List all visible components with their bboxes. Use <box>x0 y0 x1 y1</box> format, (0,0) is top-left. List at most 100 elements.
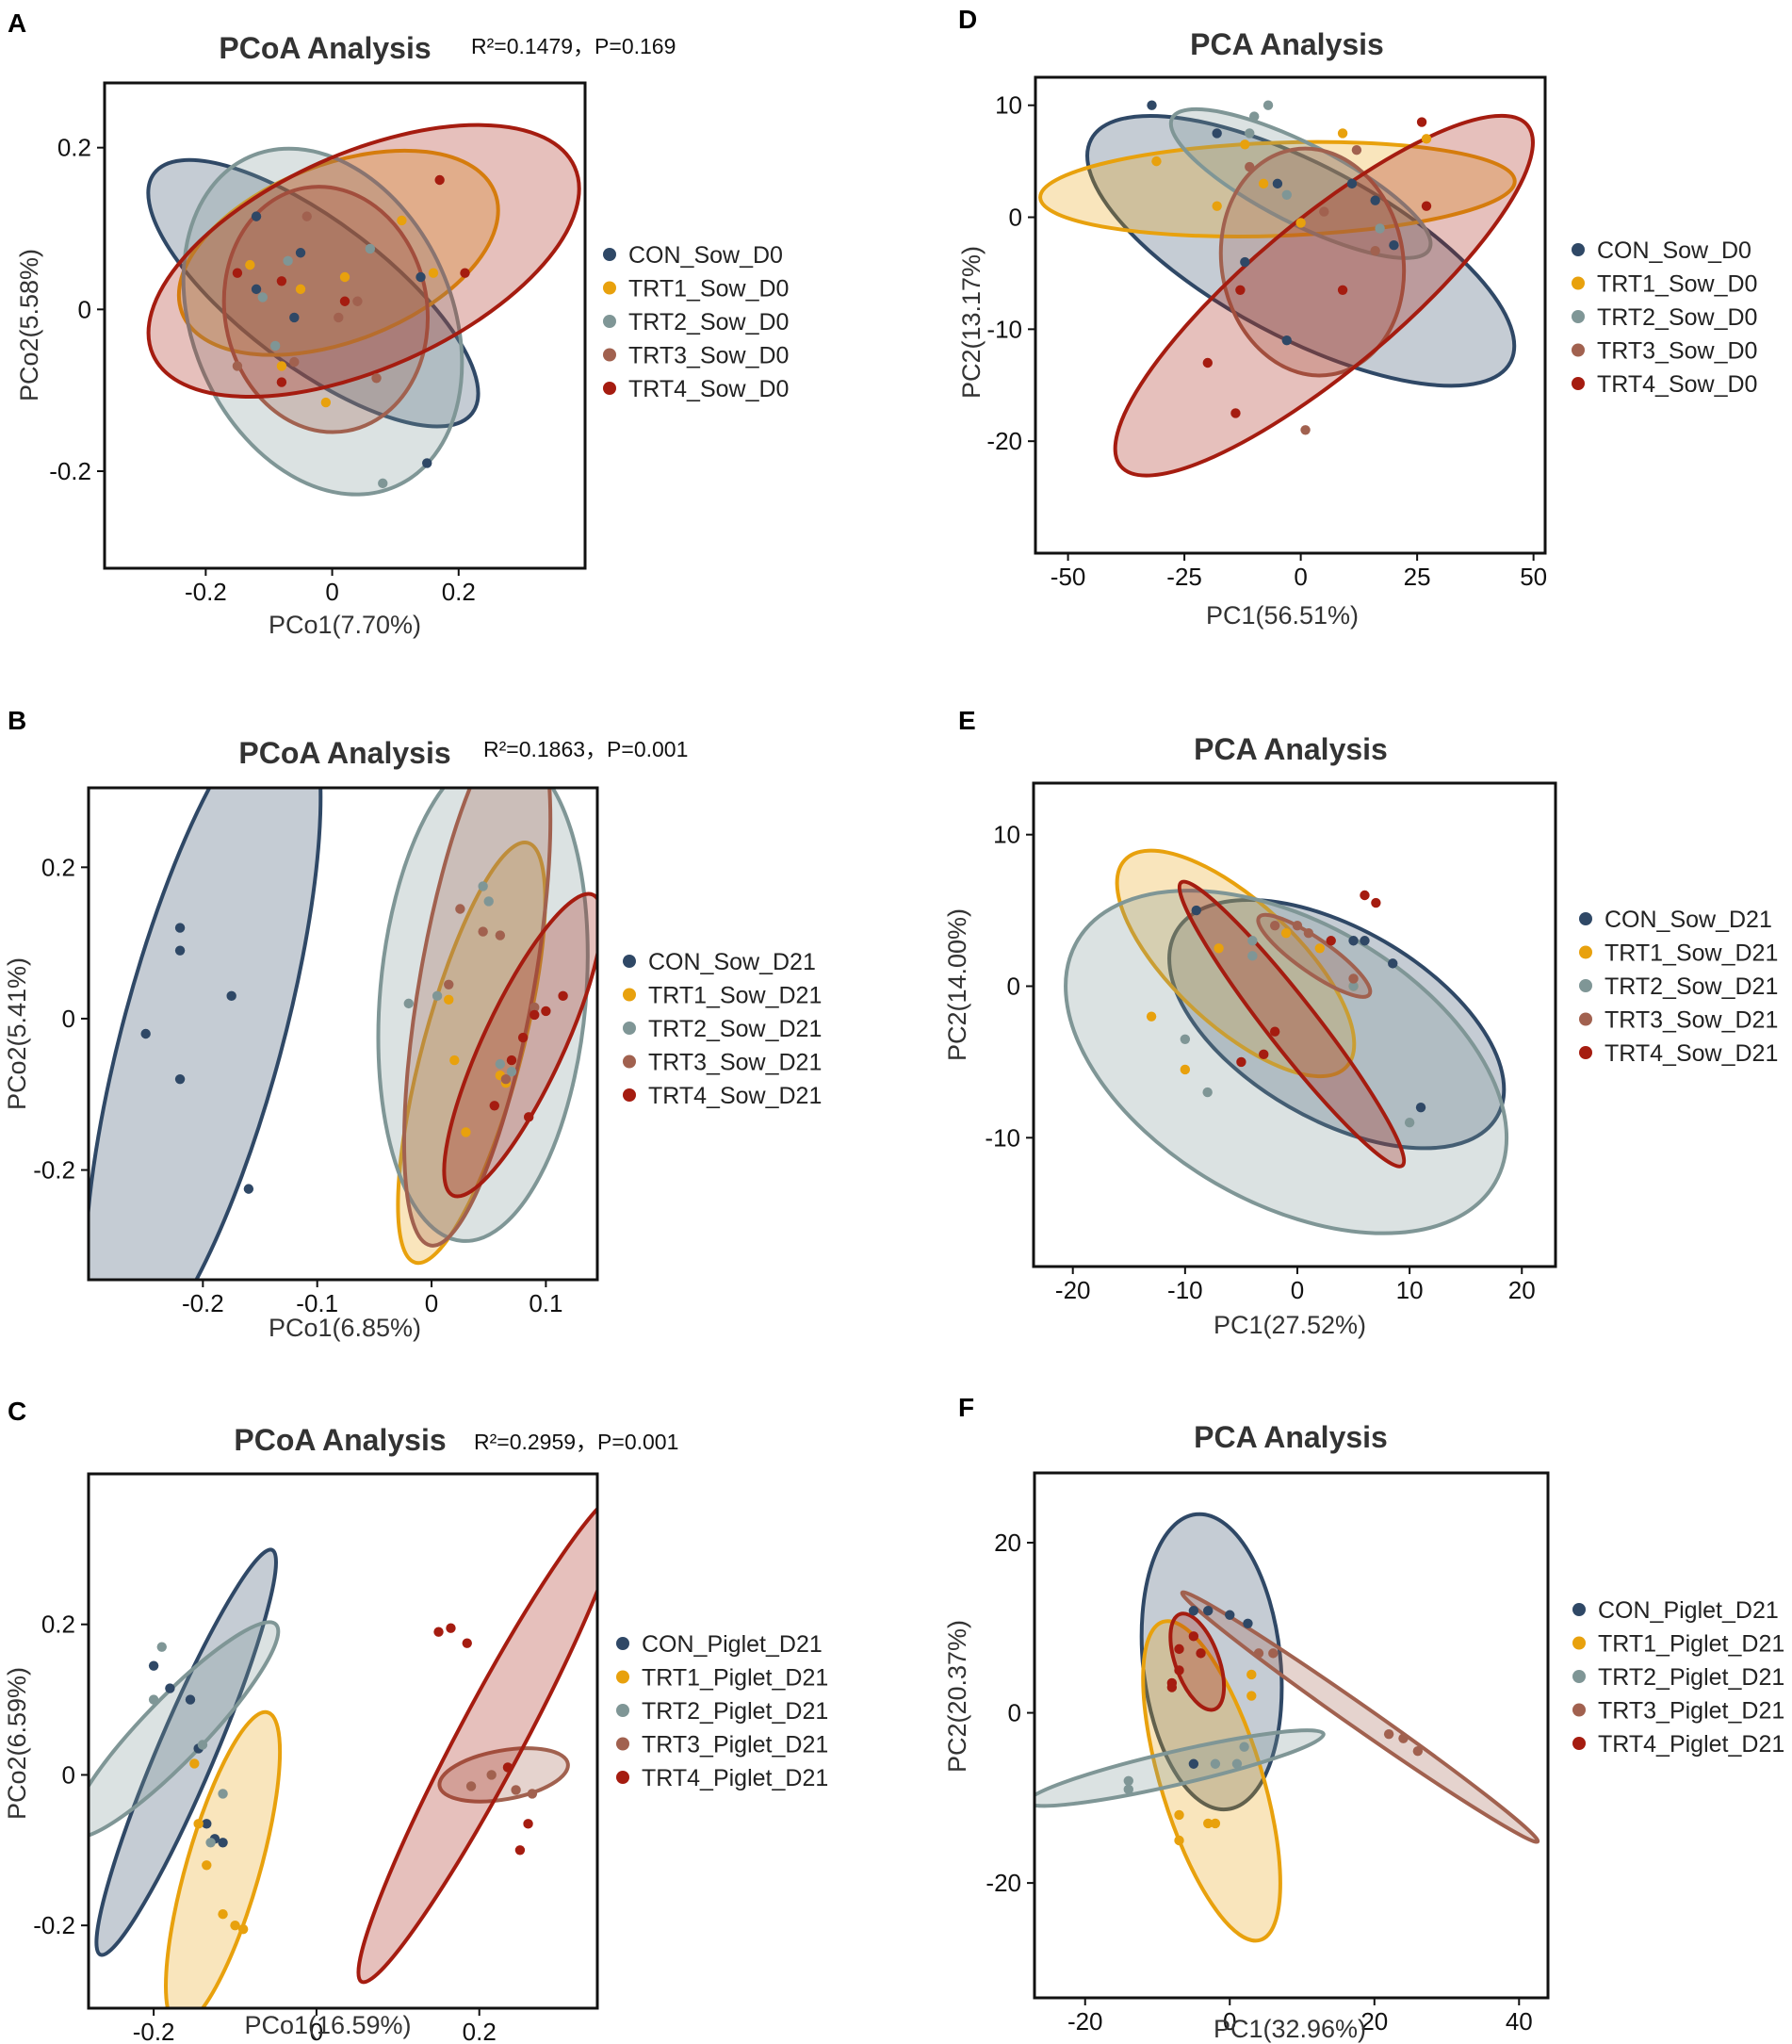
data-point <box>1416 117 1427 127</box>
x-tick-label: 0 <box>325 578 338 606</box>
stats-annotation: R²=0.1479，P=0.169 <box>471 34 676 58</box>
data-point <box>205 1838 216 1848</box>
data-point <box>174 923 186 933</box>
data-point <box>1389 240 1399 251</box>
data-point <box>1263 100 1274 110</box>
data-point <box>434 174 445 186</box>
data-point <box>1319 206 1329 217</box>
legend-entry: TRT2_Piglet_D21 <box>1598 1664 1784 1691</box>
plot-frame <box>87 786 599 1282</box>
panel-a: A PCoA Analysis R²=0.1479，P=0.169 -0.2 0 0.2 0… <box>8 8 789 639</box>
legend-entry: TRT2_Sow_D21 <box>648 1016 822 1042</box>
x-axis-label: PC1(56.51%) <box>1206 601 1359 630</box>
y-axis-label: PCo2(5.41%) <box>3 957 31 1110</box>
legend-marker <box>623 1055 636 1069</box>
legend-entry: TRT3_Piglet_D21 <box>642 1732 828 1758</box>
data-point <box>1123 1784 1133 1795</box>
data-point <box>1240 256 1250 268</box>
data-point <box>1202 1087 1213 1098</box>
data-point <box>226 990 236 1002</box>
legend-marker <box>1572 377 1585 390</box>
data-point <box>478 881 488 891</box>
legend-entry: TRT2_Sow_D0 <box>628 309 789 335</box>
data-point <box>529 1002 540 1013</box>
data-point <box>276 377 287 387</box>
chart-title: PCA Analysis <box>1190 27 1384 61</box>
legend-marker <box>1572 310 1585 323</box>
data-point <box>1188 1758 1199 1769</box>
plot-frame <box>1032 781 1557 1268</box>
plot-area <box>89 788 597 1280</box>
data-point <box>174 945 186 956</box>
plot-area <box>146 123 581 497</box>
x-tick-label: -50 <box>1051 563 1086 591</box>
y-tick-label: -10 <box>986 315 1022 343</box>
legend-entry: TRT1_Piglet_D21 <box>642 1665 828 1692</box>
data-point <box>165 1683 175 1693</box>
y-tick-label: 0 <box>1009 204 1022 232</box>
data-point <box>1146 1011 1157 1022</box>
data-point <box>295 248 306 258</box>
legend-entry: TRT3_Piglet_D21 <box>1598 1698 1784 1725</box>
legend-marker <box>623 955 636 968</box>
legend-entry: TRT3_Sow_D0 <box>628 343 789 369</box>
data-point <box>1421 134 1432 144</box>
panel-c: C PCoA Analysis R²=0.2959，P=0.001 -0.2 0 0.2 0… <box>3 1397 828 2044</box>
data-point <box>218 1908 228 1920</box>
panel-label: C <box>8 1397 26 1426</box>
data-point <box>1371 897 1381 908</box>
legend-marker <box>616 1771 629 1784</box>
x-tick-label: -0.1 <box>296 1289 338 1317</box>
data-point <box>174 1073 186 1085</box>
data-point <box>257 292 268 303</box>
data-point <box>1210 1818 1221 1829</box>
data-point <box>483 896 494 907</box>
legend-entry: TRT4_Sow_D0 <box>1597 371 1757 398</box>
y-tick-label: -20 <box>986 427 1022 455</box>
data-point <box>1421 201 1432 211</box>
data-point <box>1212 128 1222 139</box>
data-point <box>1370 245 1380 256</box>
data-point <box>1180 1064 1191 1075</box>
panel-f: F PCA Analysis -20 0 20 40 20 0 -20 PC1(32.96%) PC… <box>943 1393 1784 2043</box>
legend-entry: TRT1_Sow_D21 <box>648 983 822 1009</box>
plot-frame <box>1033 1471 1550 2000</box>
x-tick-label: -0.2 <box>182 1289 224 1317</box>
legend-marker <box>603 348 616 362</box>
data-point <box>251 284 262 295</box>
data-point <box>1326 936 1336 946</box>
legend-entry: CON_Piglet_D21 <box>642 1631 823 1658</box>
data-point <box>1348 981 1359 991</box>
data-point <box>148 1694 159 1705</box>
x-tick-label: 0 <box>1223 2007 1236 2036</box>
legend-marker <box>1572 1737 1586 1750</box>
data-point <box>1300 425 1311 435</box>
data-point <box>517 1032 529 1043</box>
data-point <box>432 990 443 1002</box>
chart-title: PCA Analysis <box>1194 732 1388 766</box>
x-tick-label: 0 <box>1294 563 1307 591</box>
data-point <box>1245 128 1255 139</box>
data-point <box>243 1184 254 1194</box>
legend-entry: TRT3_Sow_D0 <box>1597 338 1757 365</box>
data-point <box>1281 189 1292 200</box>
legend-marker <box>1579 979 1592 992</box>
plot-frame <box>1034 75 1547 555</box>
data-point <box>1314 943 1326 954</box>
legend-entry: TRT4_Sow_D0 <box>628 376 789 402</box>
data-point <box>460 268 470 278</box>
data-point <box>352 296 363 306</box>
plot-area <box>1034 1512 1540 1943</box>
data-point <box>1166 1682 1178 1692</box>
data-point <box>495 1058 506 1070</box>
data-point <box>1388 958 1398 969</box>
y-tick-label: -20 <box>986 1869 1021 1897</box>
data-point <box>1203 1606 1214 1616</box>
data-point <box>1375 223 1385 234</box>
y-tick-label: 10 <box>993 821 1020 849</box>
x-tick-label: -0.2 <box>185 578 227 606</box>
x-tick-label: -0.2 <box>133 2018 175 2044</box>
data-point <box>506 1055 517 1066</box>
data-point <box>301 211 312 221</box>
data-point <box>1269 1026 1280 1037</box>
